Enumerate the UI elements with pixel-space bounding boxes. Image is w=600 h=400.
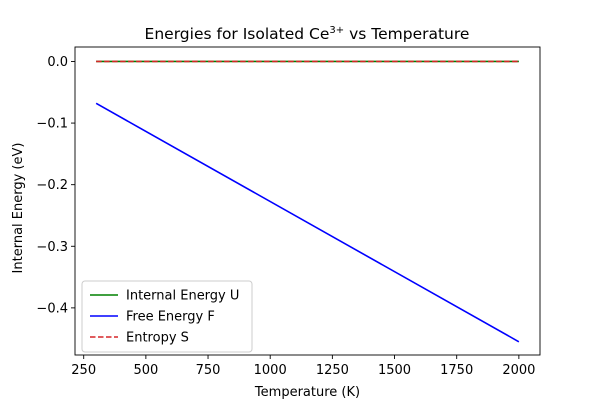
legend-box bbox=[81, 280, 253, 353]
x-axis-label: Temperature (K) bbox=[254, 385, 360, 400]
y-axis: 0.0 −0.1 −0.2 −0.3 −0.4 bbox=[36, 55, 75, 316]
title-superscript: 3+ bbox=[329, 25, 344, 36]
y-axis-label: Internal Energy (eV) bbox=[11, 143, 26, 274]
x-tick-label: 2000 bbox=[502, 363, 535, 378]
y-tick-label: −0.1 bbox=[36, 117, 68, 132]
x-axis: 250 500 750 1000 1250 1500 1750 2000 bbox=[71, 355, 535, 378]
x-tick-label: 1500 bbox=[378, 363, 411, 378]
legend-label: Internal Energy U bbox=[126, 289, 239, 304]
title-main: Energies for Isolated Ce bbox=[145, 25, 330, 43]
x-tick-label: 1250 bbox=[316, 363, 349, 378]
legend: Internal Energy U Free Energy F Entropy S bbox=[81, 280, 253, 353]
plot-area bbox=[95, 60, 520, 343]
axes-frame bbox=[74, 46, 541, 356]
y-tick-label: 0.0 bbox=[47, 55, 68, 70]
y-tick-label: −0.3 bbox=[36, 240, 68, 255]
axes-border bbox=[74, 46, 541, 356]
legend-label: Entropy S bbox=[126, 331, 189, 346]
x-tick-label: 1000 bbox=[254, 363, 287, 378]
y-tick-label: −0.2 bbox=[36, 178, 68, 193]
x-tick-label: 750 bbox=[196, 363, 221, 378]
y-tick-label: −0.4 bbox=[36, 301, 68, 316]
x-tick-label: 1750 bbox=[440, 363, 473, 378]
series-line-free-energy-f bbox=[95, 102, 520, 343]
title-rest: vs Temperature bbox=[344, 25, 469, 43]
x-tick-label: 250 bbox=[71, 363, 96, 378]
legend-label: Free Energy F bbox=[126, 310, 215, 325]
x-tick-label: 500 bbox=[133, 363, 158, 378]
chart-title: Energies for Isolated Ce3+ vs Temperatur… bbox=[145, 25, 470, 43]
